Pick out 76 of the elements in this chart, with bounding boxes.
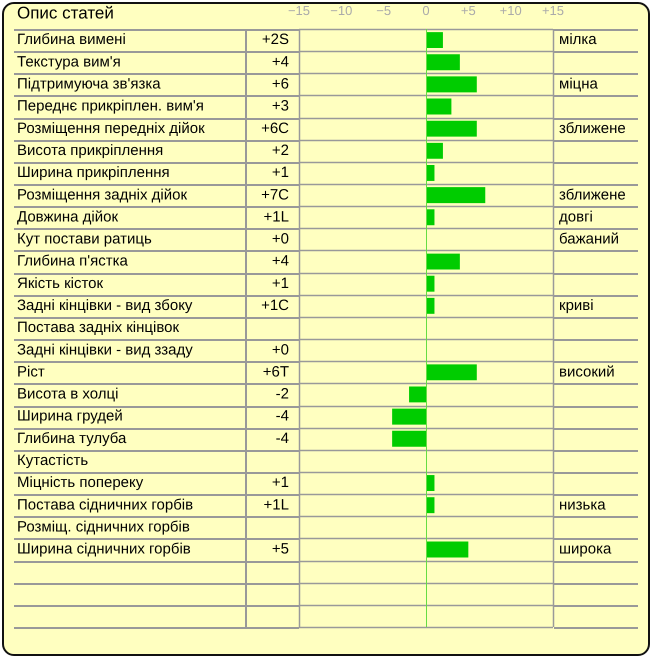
y-tick-label: Постава задніх кінцівок [17, 319, 180, 336]
data-label: +0 [272, 341, 289, 358]
y-tick-label: Розміщ. сідничних горбів [17, 518, 190, 536]
y-tick-label: Висота прикріплення [17, 142, 164, 159]
y-tick-label: Кут постави ратиць [17, 230, 152, 248]
bar [426, 542, 468, 558]
y2-tick-label: довгі [559, 208, 593, 226]
y-tick-label: Задні кінцівки - вид ззаду [17, 341, 194, 358]
y2-tick-label: криві [559, 296, 594, 314]
data-label: +1 [272, 474, 289, 492]
data-label: +5 [272, 540, 289, 558]
bar [392, 408, 426, 425]
y2-tick-label: широка [559, 540, 612, 558]
bar [426, 364, 477, 380]
y-tick-label: Підтримуюча зв'язка [17, 76, 162, 93]
y-tick-label: Глибина п'ястка [17, 252, 129, 270]
y-tick-label: Переднє прикріплен. вим'я [17, 98, 204, 115]
data-label: -4 [276, 430, 289, 447]
text: Опис статей [17, 4, 114, 23]
y2-tick-label: низька [559, 496, 606, 514]
y2-tick-label: зближене [559, 186, 626, 204]
y-tick-label: Кутастість [17, 452, 88, 470]
y-tick-label: Ширина прикріплення [17, 164, 170, 182]
y-tick-label: Постава сідничних горбів [17, 496, 194, 514]
data-label: +1 [272, 164, 289, 182]
y-tick-label: Задні кінцівки - вид збоку [17, 296, 193, 314]
data-label: +3 [272, 98, 289, 115]
data-label: +1L [264, 496, 289, 514]
y2-tick-label: зближене [559, 120, 626, 137]
x-tick-label: −5 [376, 2, 392, 18]
data-label: -2 [276, 386, 289, 403]
y-tick-label: Розміщення задніх дійок [17, 186, 188, 204]
x-tick-label: +10 [500, 2, 522, 18]
y2-tick-label: мілка [559, 31, 598, 48]
data-label: +4 [272, 53, 289, 70]
y-tick-label: Ширина сідничних горбів [17, 540, 191, 558]
bar [409, 386, 426, 402]
y-tick-label: Міцність попереку [17, 474, 144, 492]
y-tick-label: Розміщення передніх дійок [17, 120, 206, 137]
x-tick-label: +5 [460, 2, 476, 18]
y2-tick-label: високий [559, 363, 615, 380]
bar [392, 430, 426, 447]
bar [426, 142, 443, 159]
y-tick-label: Ширина грудей [17, 408, 123, 425]
y-tick-label: Глибина тулуба [17, 430, 128, 447]
bar [426, 98, 452, 114]
data-label: +4 [272, 252, 289, 270]
y-tick-label: Висота в холці [17, 386, 118, 403]
data-label: +1L [264, 208, 289, 226]
bar [426, 254, 460, 270]
x-tick-label: −15 [288, 2, 310, 18]
bar [426, 120, 477, 137]
data-label: -4 [276, 408, 289, 425]
y-tick-label: Текстура вим'я [17, 53, 121, 70]
y-tick-label: Глибина вимені [17, 31, 126, 48]
y-tick-label: Довжина дійок [17, 208, 118, 226]
data-label: +6 [272, 76, 289, 93]
bar [426, 32, 443, 48]
x-tick-label: 0 [422, 2, 430, 18]
y2-tick-label: міцна [559, 76, 599, 93]
y2-tick-label: бажаний [559, 230, 620, 248]
data-label: +1C [261, 296, 290, 314]
bar [426, 187, 486, 204]
x-tick-label: −10 [330, 2, 352, 18]
data-label: +1 [272, 274, 289, 292]
bar [426, 76, 477, 92]
data-label: +2 [272, 142, 289, 159]
data-label: +0 [272, 230, 289, 248]
bar [426, 54, 460, 70]
data-label: +2S [262, 31, 289, 48]
x-tick-label: +15 [542, 2, 564, 18]
data-label: +6C [261, 120, 290, 137]
y-tick-label: Ріст [17, 363, 45, 380]
y-tick-label: Якість кісток [17, 274, 104, 292]
data-label: +6T [262, 363, 289, 380]
data-label: +7C [261, 186, 290, 204]
